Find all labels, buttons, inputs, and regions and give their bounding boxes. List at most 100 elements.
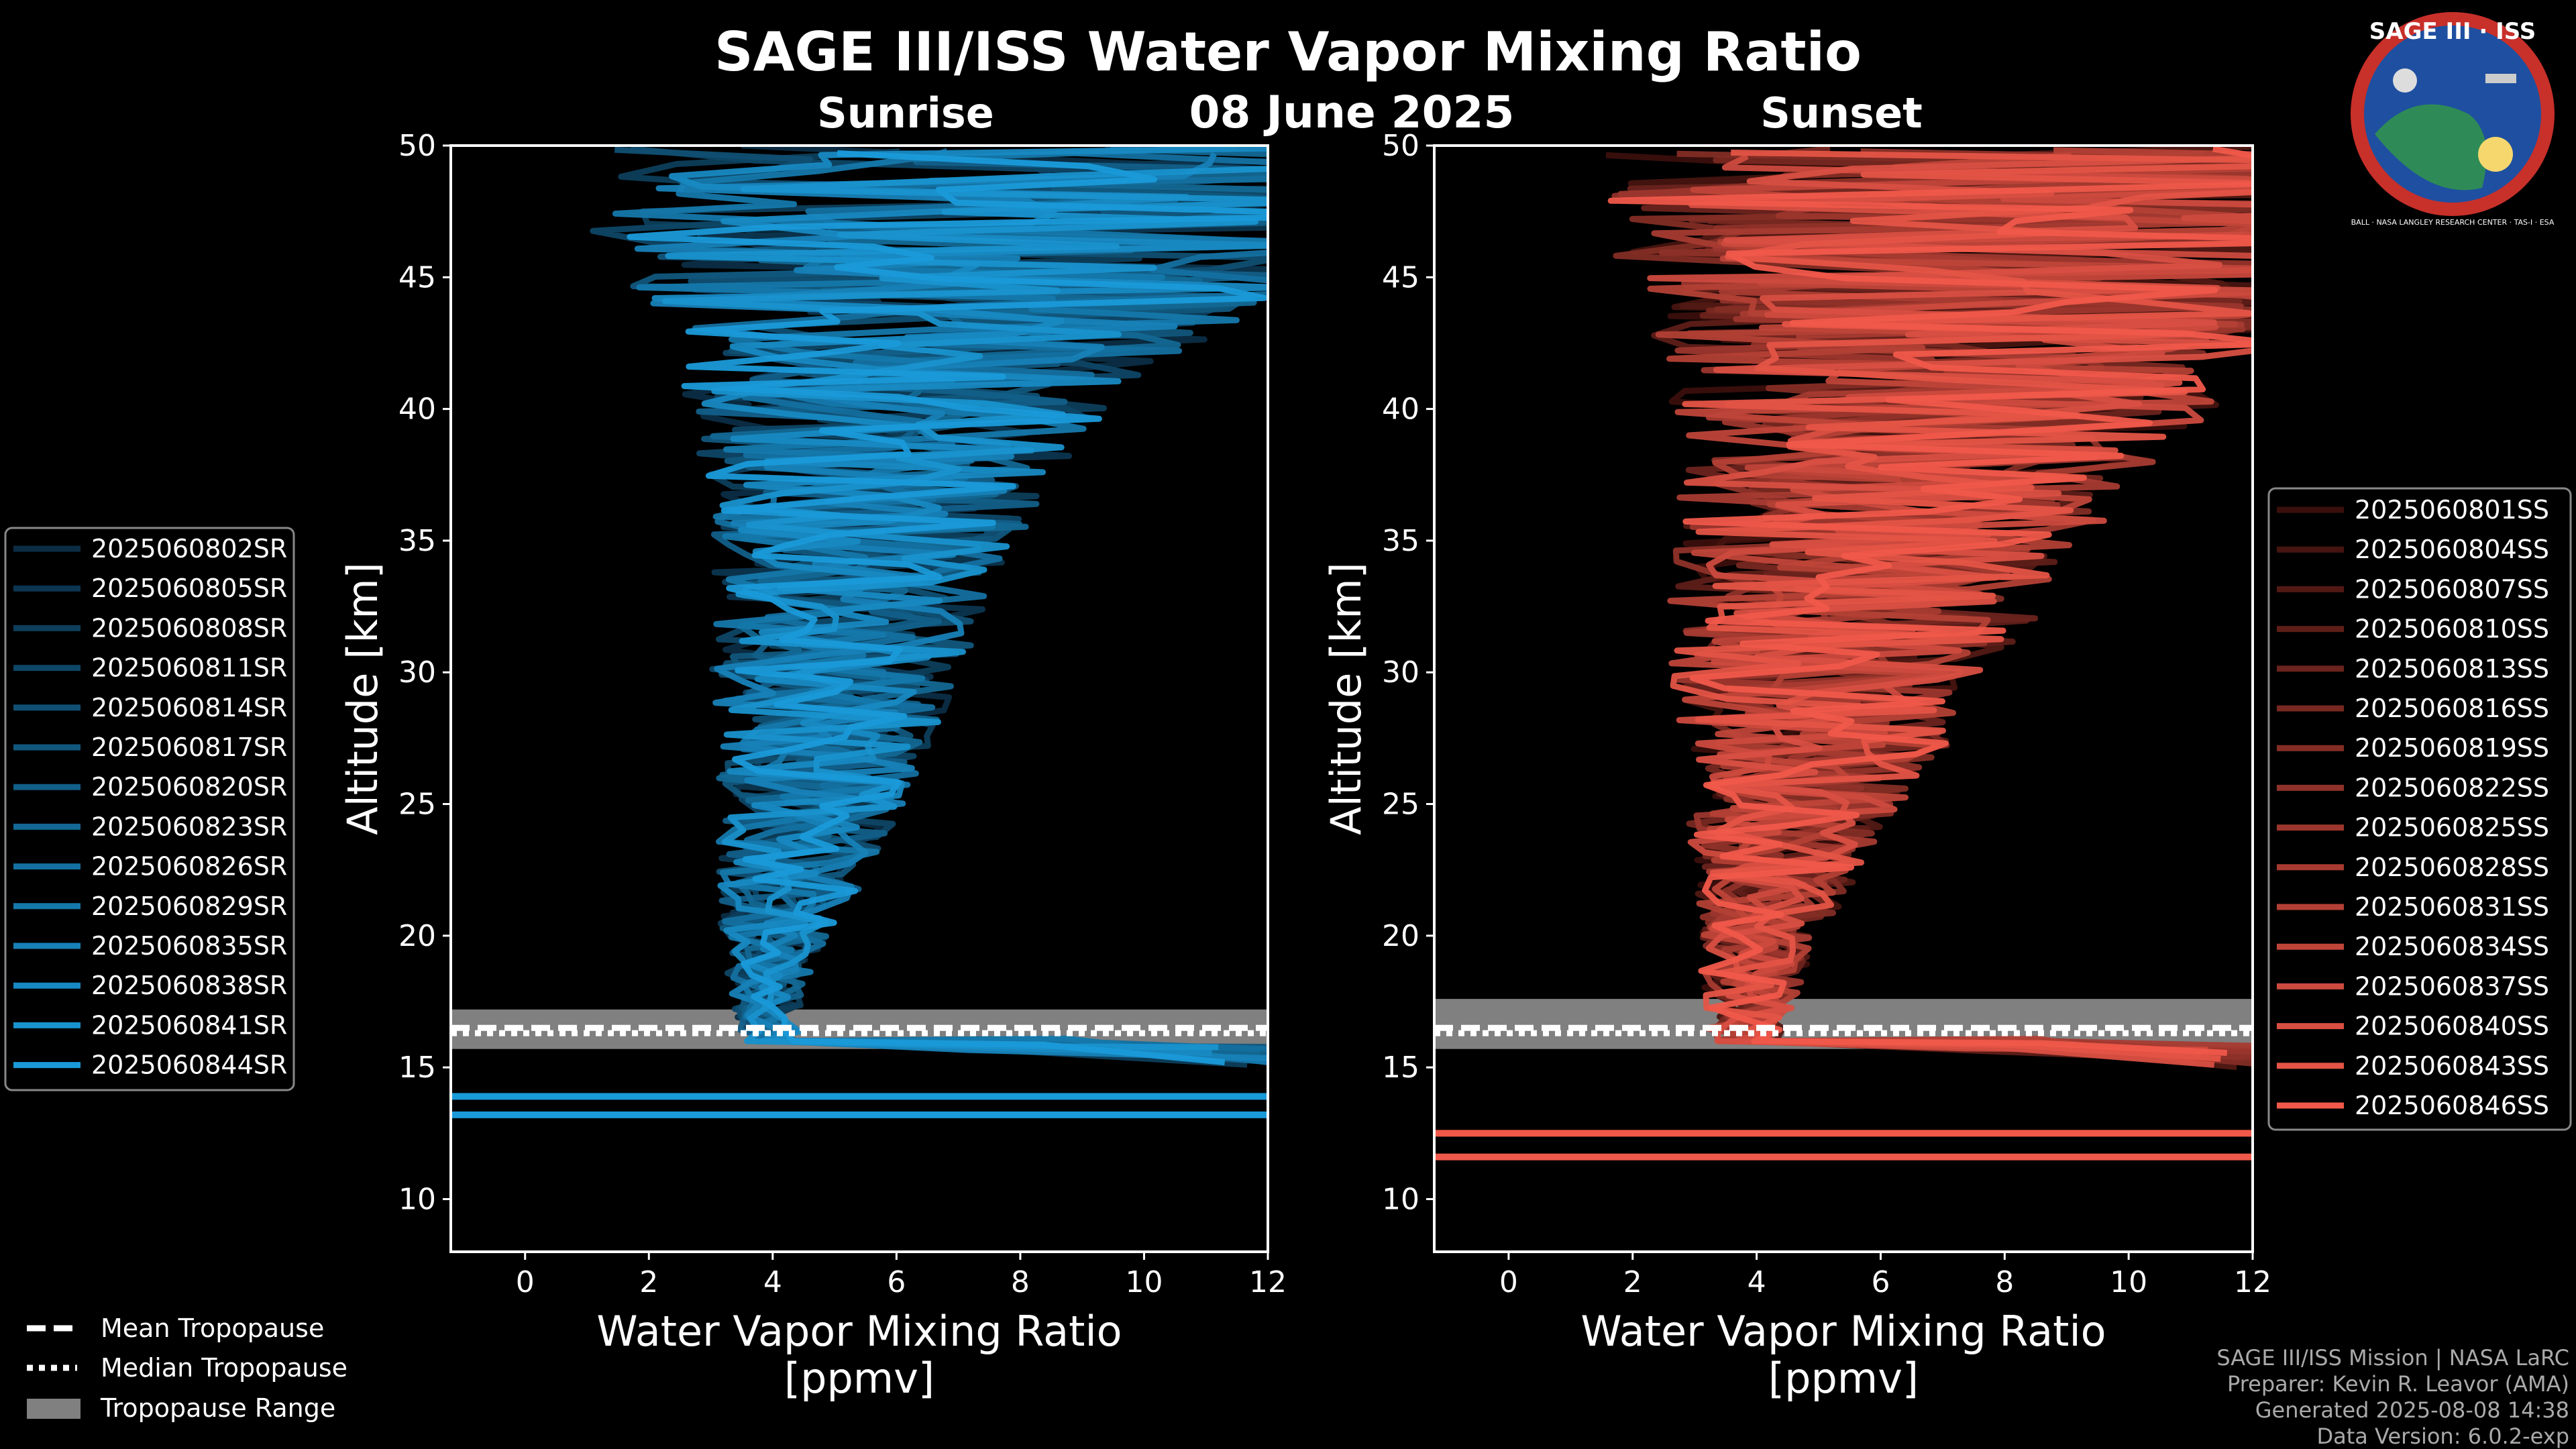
logo-name: SAGE III · ISS — [2369, 18, 2536, 45]
sunset-legend-label-2025060804SS: 2025060804SS — [2355, 535, 2549, 564]
sunset-xtick-label-8: 8 — [1995, 1265, 2014, 1299]
sunset-ytick-label-35: 35 — [1382, 524, 1419, 558]
tropopause-range-swatch — [27, 1399, 80, 1419]
sunset-xtick-label-6: 6 — [1871, 1265, 1890, 1299]
sunrise-legend-label-2025060811SR: 2025060811SR — [91, 653, 287, 683]
sunrise-legend-label-2025060814SR: 2025060814SR — [91, 693, 287, 722]
sunrise-legend-label-2025060844SR: 2025060844SR — [91, 1051, 287, 1080]
sunset-legend-label-2025060822SS: 2025060822SS — [2355, 773, 2549, 802]
sunset-series-2025060846SS — [1607, 146, 2253, 1056]
sunrise-xtick-label-12: 12 — [1249, 1265, 1287, 1299]
logo-sun-icon — [2478, 137, 2513, 172]
sunrise-legend-label-2025060817SR: 2025060817SR — [91, 733, 287, 762]
sunset-legend-label-2025060828SS: 2025060828SS — [2355, 853, 2549, 882]
sunset-ytick-label-15: 15 — [1382, 1051, 1419, 1085]
sunset-series-2025060843SS — [1670, 150, 2253, 1062]
mean-tropopause-label: Mean Tropopause — [101, 1313, 324, 1343]
chart-date: 08 June 2025 — [1189, 87, 1515, 138]
sunrise-ylabel: Altitude [km] — [338, 562, 387, 835]
logo-moon-icon — [2393, 68, 2417, 93]
sunset-xtick-label-2: 2 — [1623, 1265, 1642, 1299]
sunset-xtick-label-4: 4 — [1748, 1265, 1766, 1299]
sunrise-legend-label-2025060838SR: 2025060838SR — [91, 971, 287, 1000]
sunrise-legend-frame — [4, 527, 295, 1091]
median-tropopause-label: Median Tropopause — [101, 1353, 347, 1383]
sunset-ytick-label-45: 45 — [1382, 260, 1419, 294]
sunset-xtick-label-10: 10 — [2110, 1265, 2147, 1299]
tropopause-range-label: Tropopause Range — [100, 1393, 335, 1423]
sunrise-legend-label-2025060820SR: 2025060820SR — [91, 772, 287, 802]
sunrise-ytick-label-30: 30 — [398, 655, 436, 690]
logo-ring-text: BALL · NASA LANGLEY RESEARCH CENTER · TA… — [2351, 218, 2555, 227]
sunset-legend-label-2025060846SS: 2025060846SS — [2355, 1091, 2549, 1120]
sunrise-ytick-label-20: 20 — [398, 919, 436, 953]
sunset-legend-label-2025060840SS: 2025060840SS — [2355, 1012, 2549, 1041]
sunrise-ytick-label-40: 40 — [398, 392, 436, 427]
sunrise-xtick-label-10: 10 — [1125, 1265, 1163, 1299]
sunrise-legend-label-2025060802SR: 2025060802SR — [91, 534, 287, 564]
sunset-legend-label-2025060825SS: 2025060825SS — [2355, 813, 2549, 843]
sunrise-ytick-label-15: 15 — [398, 1051, 436, 1085]
sunrise-xtick-label-6: 6 — [887, 1265, 906, 1299]
sunset-plot-area — [1434, 146, 2253, 1161]
sunrise-xtick-label-4: 4 — [763, 1265, 782, 1299]
sunrise-series-2025060844SR — [627, 150, 1268, 1066]
sunset-ytick-label-40: 40 — [1382, 392, 1419, 427]
sunset-legend-label-2025060813SS: 2025060813SS — [2355, 654, 2549, 684]
sunset-xlabel-line-1: Water Vapor Mixing Ratio — [1580, 1307, 2106, 1356]
sunset-legend-label-2025060819SS: 2025060819SS — [2355, 733, 2549, 763]
sunrise-legend-label-2025060805SR: 2025060805SR — [91, 574, 287, 603]
credits-line-2: Preparer: Kevin R. Leavor (AMA) — [2227, 1371, 2569, 1397]
sunrise-ytick-label-50: 50 — [398, 129, 436, 163]
sunset-legend-label-2025060816SS: 2025060816SS — [2355, 694, 2549, 723]
sunrise-panel-title: Sunrise — [817, 89, 994, 138]
sunset-ytick-label-30: 30 — [1382, 655, 1419, 690]
sunset-legend-label-2025060831SS: 2025060831SS — [2355, 892, 2549, 922]
sage-iii-iss-logo: SAGE III · ISS BALL · NASA LANGLEY RESEA… — [2351, 12, 2555, 227]
tropopause-legend: Mean Tropopause Median Tropopause Tropop… — [27, 1313, 347, 1423]
sunrise-series-2025060841SR — [661, 166, 1268, 1051]
sunrise-panel: 0 2 4 6 8 10 12 10 15 20 25 30 35 40 45 50 Water Vapor M… — [338, 129, 1287, 1403]
sunset-xtick-label-12: 12 — [2234, 1265, 2271, 1299]
sunrise-xtick-label-2: 2 — [639, 1265, 658, 1299]
sunrise-xlabel-line-2: [ppmv] — [784, 1354, 934, 1403]
sunrise-legend-label-2025060808SR: 2025060808SR — [91, 613, 287, 643]
sunrise-legend-label-2025060826SR: 2025060826SR — [91, 852, 287, 881]
sunrise-plot-area — [451, 146, 1268, 1118]
sunset-ytick-label-25: 25 — [1382, 788, 1419, 822]
credits-line-1: SAGE III/ISS Mission | NASA LaRC — [2216, 1345, 2569, 1371]
sunset-ytick-label-20: 20 — [1382, 919, 1419, 953]
sunset-legend-label-2025060837SS: 2025060837SS — [2355, 971, 2549, 1001]
sunset-legend-label-2025060834SS: 2025060834SS — [2355, 932, 2549, 961]
sunset-xlabel-line-2: [ppmv] — [1768, 1354, 1919, 1403]
sunrise-ytick-label-45: 45 — [398, 260, 436, 294]
credits: SAGE III/ISS Mission | NASA LaRC Prepare… — [2216, 1345, 2569, 1449]
sunset-legend-label-2025060810SS: 2025060810SS — [2355, 614, 2549, 644]
credits-line-3: Generated 2025-08-08 14:38 — [2255, 1397, 2569, 1423]
sunset-legend-label-2025060843SS: 2025060843SS — [2355, 1051, 2549, 1081]
sunrise-xtick-label-0: 0 — [516, 1265, 535, 1299]
sunset-legend-label-2025060801SS: 2025060801SS — [2355, 495, 2549, 525]
sunrise-legend-label-2025060835SR: 2025060835SR — [91, 931, 287, 961]
sunset-xtick-label-0: 0 — [1499, 1265, 1518, 1299]
sunset-legend-frame — [2267, 487, 2572, 1131]
sunrise-legend: 2025060802SR 2025060805SR 2025060808SR 2025… — [4, 527, 295, 1091]
logo-station-icon — [2485, 74, 2516, 83]
sunrise-legend-label-2025060841SR: 2025060841SR — [91, 1010, 287, 1040]
sunrise-ytick-label-25: 25 — [398, 788, 436, 822]
chart-title: SAGE III/ISS Water Vapor Mixing Ratio — [714, 21, 1862, 83]
sunset-ylabel: Altitude [km] — [1322, 562, 1371, 835]
sunset-ytick-label-50: 50 — [1382, 129, 1419, 163]
logo-earth-icon — [2375, 104, 2487, 191]
sunset-legend: 2025060801SS 2025060804SS 2025060807SS 2025… — [2267, 487, 2572, 1131]
sunrise-ytick-label-10: 10 — [398, 1182, 436, 1216]
sunset-legend-label-2025060807SS: 2025060807SS — [2355, 574, 2549, 604]
sunrise-xlabel-line-1: Water Vapor Mixing Ratio — [596, 1307, 1122, 1356]
sunrise-ytick-label-35: 35 — [398, 524, 436, 558]
sunset-series-2025060840SS — [1683, 155, 2253, 1068]
sunrise-plot-frame — [449, 144, 1269, 1253]
credits-line-4: Data Version: 6.0.2-exp — [2316, 1424, 2569, 1449]
sunset-plot-frame — [1433, 144, 2254, 1253]
sunset-panel: 0 2 4 6 8 10 12 10 15 20 25 30 35 40 45 50 Water Vapor M… — [1322, 129, 2271, 1403]
